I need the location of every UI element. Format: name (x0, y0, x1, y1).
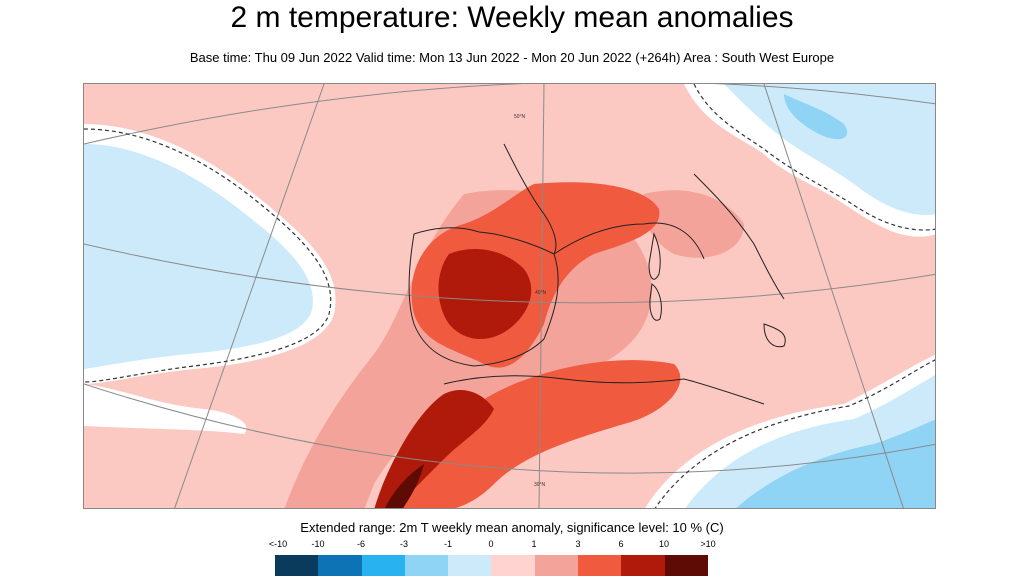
graticule-50n (84, 84, 935, 145)
legend-tick: -1 (443, 539, 452, 549)
legend-tick: >10 (700, 539, 716, 549)
legend-swatch (578, 555, 622, 576)
coastlines (408, 143, 786, 405)
legend-tick: -10 (311, 539, 325, 549)
meridian-east (763, 84, 904, 508)
legend-tick: 6 (618, 539, 624, 549)
coastline-north-africa (443, 375, 765, 405)
extreme-warm-core-morocco (374, 390, 494, 508)
legend-tick: 10 (658, 539, 669, 549)
legend-tick: <-10 (268, 539, 288, 549)
graticule-40n (84, 243, 935, 304)
extreme-warm-core-iberia (438, 249, 532, 340)
coastline-france-west (503, 143, 557, 255)
coastline-italy (693, 173, 785, 300)
legend-swatch (491, 555, 535, 576)
map-title: 2 m temperature: Weekly mean anomalies (230, 1, 794, 34)
anomaly-map: 50°N 40°N 30°N (83, 83, 936, 509)
coastline-corsica (648, 232, 661, 280)
strong-warm-anomaly-north-africa (384, 360, 681, 508)
cold-anomaly-atlantic (84, 144, 313, 369)
contour-southeast (654, 359, 935, 508)
graticule-30n (84, 383, 935, 474)
coastline-sardinia (649, 283, 662, 321)
warm-anomaly-france-east (641, 190, 744, 258)
legend-swatch (448, 555, 492, 576)
significance-contours (84, 84, 935, 508)
legend-swatch (275, 555, 319, 576)
legend-tick-labels: <-10 -10 -6 -3 -1 0 1 3 6 10 >10 (256, 539, 736, 551)
meridian-west (174, 84, 325, 508)
coastline-iberia (408, 227, 559, 367)
legend-swatch (664, 555, 708, 576)
graticule-label-40n: 40°N (535, 290, 547, 296)
coastline-france-south (553, 222, 705, 260)
legend-tick: 3 (575, 539, 581, 549)
cold-anomaly-desert (736, 419, 935, 508)
extreme-warm-peak (385, 464, 424, 508)
legend-color-bar (275, 555, 708, 576)
contour-northeast (693, 84, 935, 231)
legend-tick: 1 (531, 539, 537, 549)
graticule (84, 84, 935, 508)
graticule-label-30n: 30°N (534, 482, 546, 488)
legend-swatch (621, 555, 665, 576)
legend-tick: -3 (399, 539, 408, 549)
coastline-sicily (763, 323, 786, 348)
legend-tick: -6 (356, 539, 365, 549)
legend-swatch (318, 555, 362, 576)
legend-swatch (534, 555, 579, 576)
meridian-central (538, 84, 545, 508)
legend-swatch (404, 555, 449, 576)
cold-anomaly-northeast (724, 84, 935, 215)
legend-swatch (361, 555, 405, 576)
cold-anomaly-alps (784, 94, 848, 140)
map-subtitle: Base time: Thu 09 Jun 2022 Valid time: M… (189, 50, 835, 65)
legend-tick: 0 (488, 539, 494, 549)
anomaly-map-canvas: 50°N 40°N 30°N (84, 84, 935, 508)
legend-title: Extended range: 2m T weekly mean anomaly… (300, 520, 724, 535)
graticule-label-50n: 50°N (514, 114, 526, 120)
